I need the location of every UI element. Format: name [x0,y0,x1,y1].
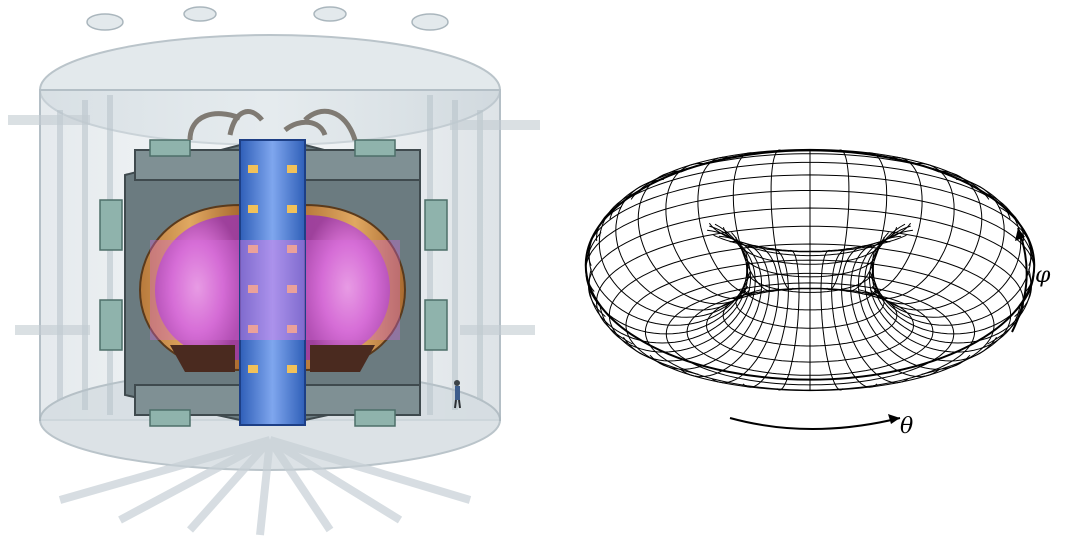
torus-parallel-line [708,222,912,252]
theta-arrowhead-icon [888,414,900,424]
torus-meridian-line [776,249,800,391]
bottom-pipes [58,436,472,536]
central-solenoid [239,139,306,426]
torus-meridian-line [742,248,789,388]
torus-wireframe-diagram: θ φ [584,148,1051,439]
theta-label: θ [900,414,913,439]
torus-parallel-line [746,263,874,293]
torus-meridian-line [826,149,850,291]
torus-meridian-line [820,249,844,391]
phi-label: φ [1035,263,1051,288]
feeder-pipes [187,108,358,141]
torus-parallel-line [625,259,995,392]
torus-meridian-line [711,245,779,384]
torus-parallel-line [609,153,1011,220]
torus-outline [584,149,1036,381]
torus-meridian-line [622,229,756,362]
torus-parallel-line [608,243,1012,375]
person-for-scale [454,380,461,409]
torus-parallel-line [644,272,976,391]
phi-arrowhead-icon [1015,228,1025,241]
torus-parallel-line [705,288,914,363]
torus-grid [584,148,1036,392]
torus-meridian-line [831,248,878,388]
torus-meridian-line [680,240,770,378]
torus-meridian-line [770,149,794,291]
theta-arrow [729,417,901,430]
torus-meridian-line [841,245,909,384]
divertor [170,345,375,372]
torus-parallel-line [743,277,877,311]
torus-parallel-line [587,174,1032,266]
torus-parallel-line [686,287,934,376]
torus-meridian-line [615,178,749,311]
torus-meridian-line [871,178,1005,311]
torus-meridian-line [850,240,940,378]
torus-parallel-line [665,282,955,386]
tokamak-cutaway-illustration [8,6,540,536]
torus-parallel-line [743,249,877,278]
torus-meridian-line [864,229,998,362]
phi-arrow [1011,227,1028,333]
